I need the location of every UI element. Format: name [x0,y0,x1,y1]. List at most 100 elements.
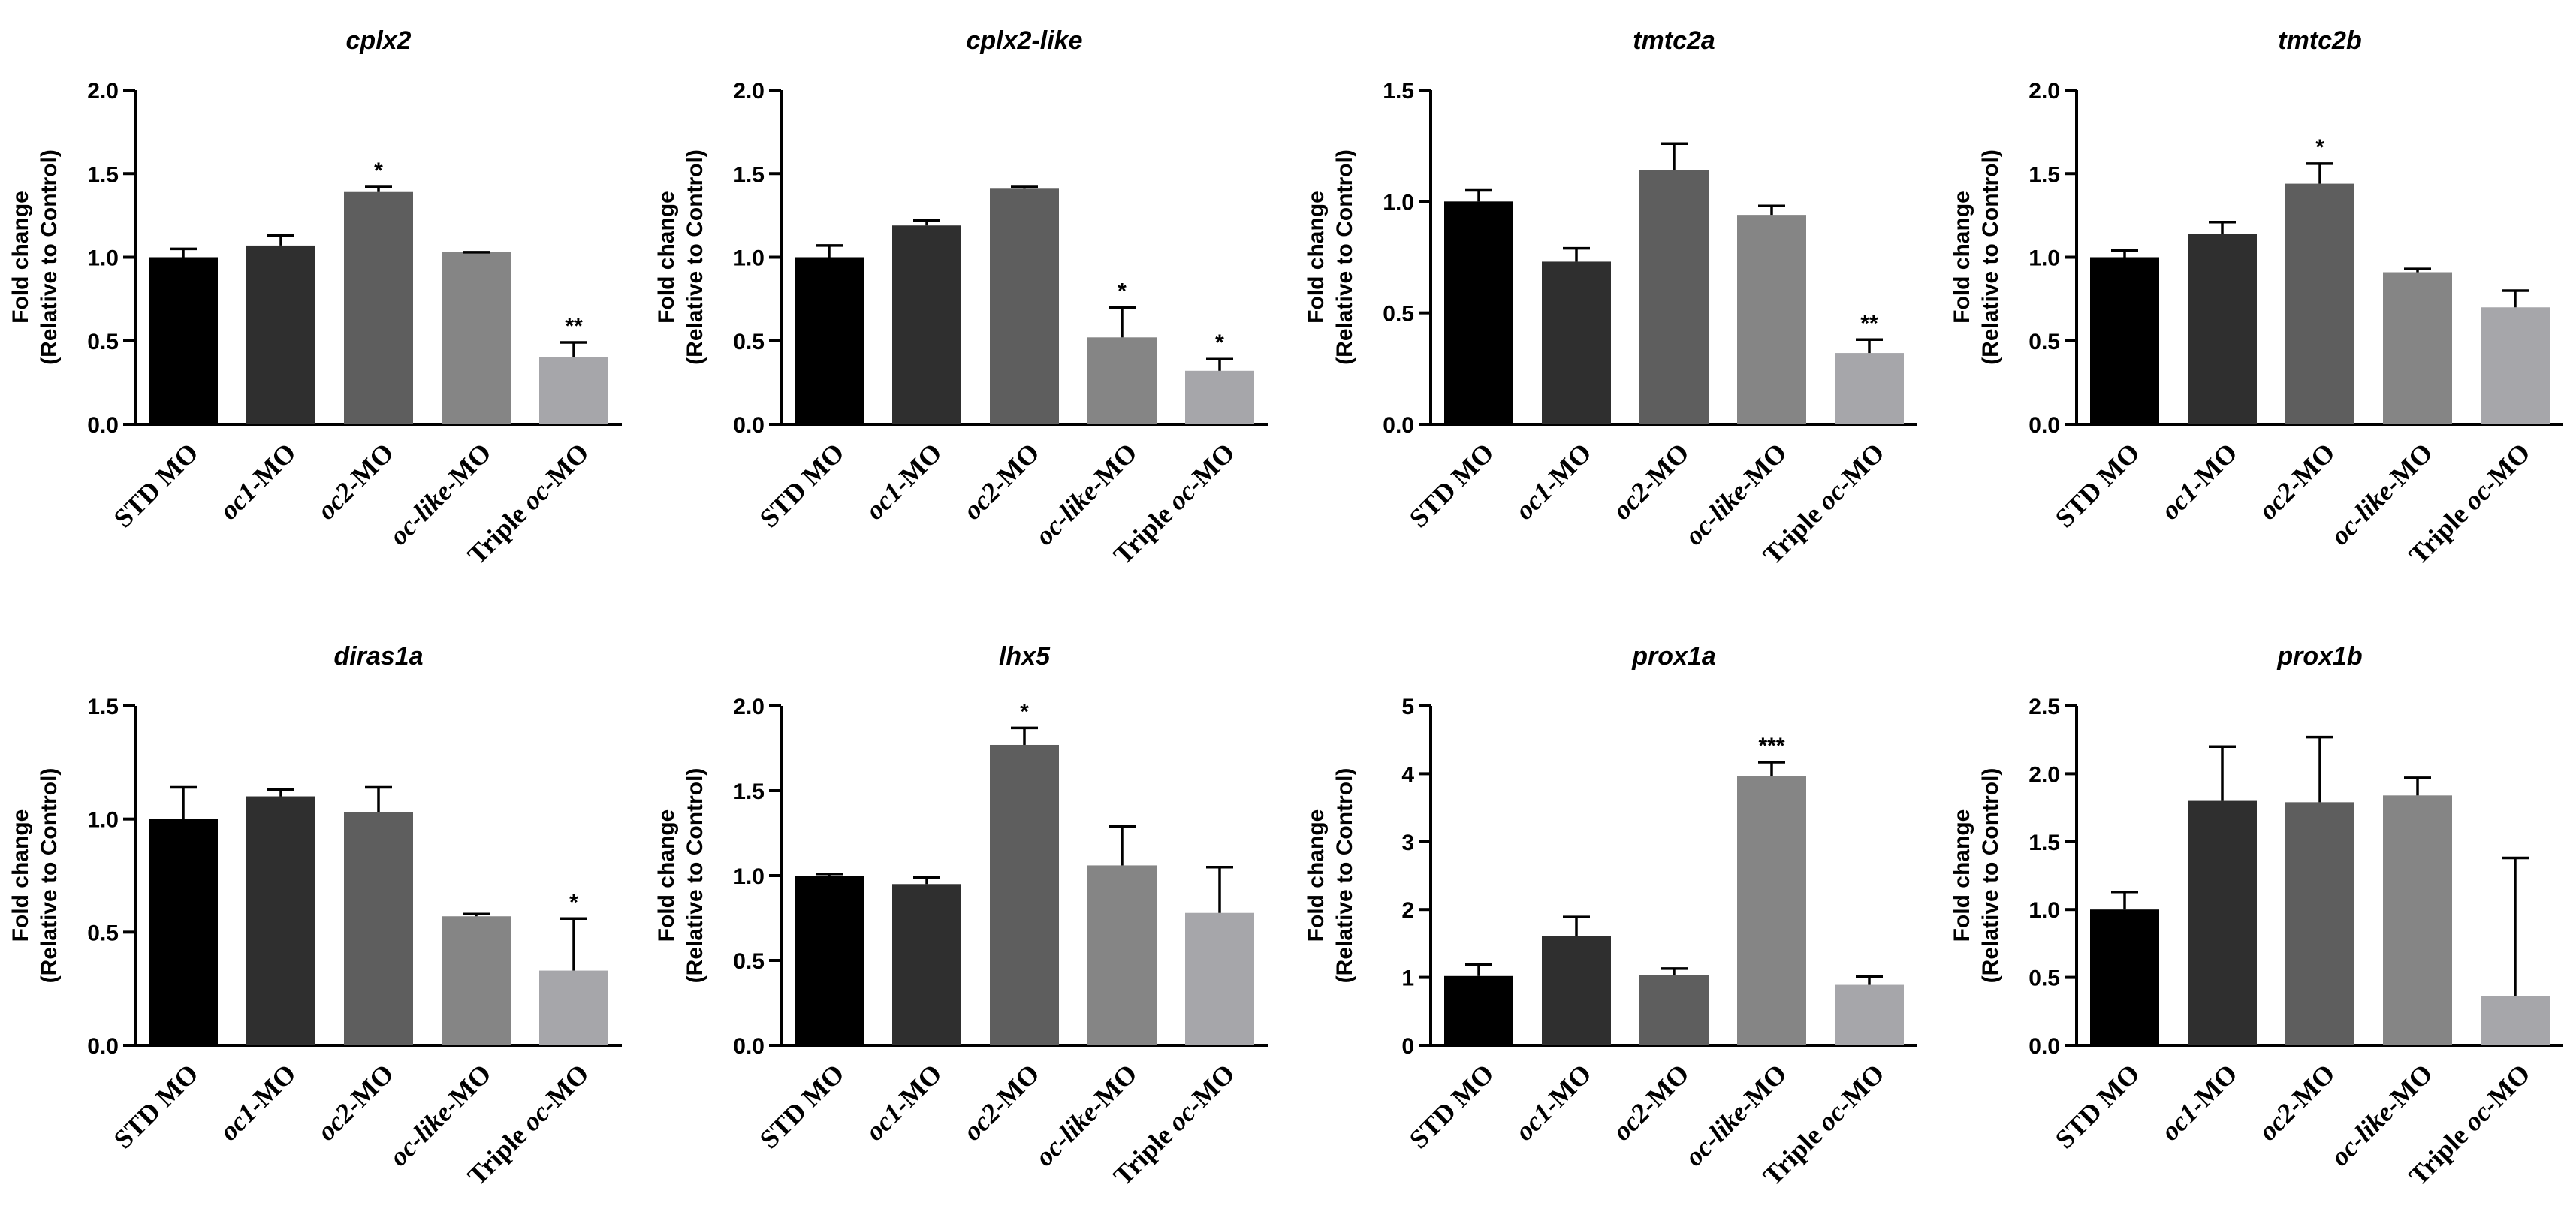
y-axis-label: Fold change (Relative to Control) [8,149,62,365]
y-tick-label: 0.5 [87,330,119,354]
x-tick-label-part: STD MO [754,437,850,533]
x-tick-label-part: Triple [462,1116,538,1192]
bar-oc1-mo [1542,261,1611,424]
y-tick-label: 0.5 [1383,302,1414,327]
x-tick-label-part: Triple [462,495,538,571]
y-tick-label: 0.5 [2029,330,2060,354]
y-tick-label: 1.0 [733,246,765,271]
bar-oc-like-mo [2383,795,2452,1045]
y-axis-label-line1: Fold change [654,191,679,324]
x-tick-label-part: STD MO [1404,1058,1500,1154]
x-tick-label: STD MO [754,437,850,533]
y-axis-label-line2: (Relative to Control) [1978,768,2003,984]
bar-oc1-mo [892,225,961,424]
chart-title: diras1a [333,642,423,671]
bar-oc1-mo [246,245,315,424]
chart-panel-tmtc2a: tmtc2a Fold change (Relative to Control) 0.… [1304,26,1917,570]
x-tick-label: oc1-MO [1509,437,1597,525]
y-tick-label: 2.0 [87,79,119,104]
significance-mark: ** [565,314,583,339]
x-tick-label-part: STD MO [2050,1058,2146,1154]
y-tick-label: 0.0 [1383,413,1414,438]
y-tick-label: 0.5 [733,330,765,354]
bar-triple-oc-mo [1185,370,1254,424]
bar-oc-like-mo [1737,776,1806,1045]
y-tick-label: 1.5 [2029,831,2060,855]
bar-oc-like-mo [1737,215,1806,424]
y-tick-label: 1.0 [1383,190,1414,215]
y-tick-label: 2.0 [2029,79,2060,104]
y-axis-label-line2: (Relative to Control) [1332,149,1357,365]
x-tick-label: oc1-MO [213,1058,301,1146]
bar-oc-like-mo [1087,337,1157,424]
x-tick-label: oc1-MO [859,1058,947,1146]
chart-panel-prox1b: prox1b Fold change (Relative to Control) 0.… [1950,642,2563,1191]
bar-oc1-mo [2188,234,2257,424]
bar-oc-like-mo [442,252,511,424]
bar-triple-oc-mo [539,357,608,424]
y-axis-label: Fold change (Relative to Control) [654,149,707,365]
x-tick-label: oc2-MO [1606,437,1694,525]
bar-std-mo [1444,201,1513,424]
y-tick-label: 3 [1401,831,1414,855]
y-axis-label: Fold change (Relative to Control) [1950,768,2003,984]
y-tick-label: 0.0 [87,413,119,438]
x-tick-label-part: STD MO [1404,437,1500,533]
significance-mark: * [1118,279,1127,303]
chart-title: prox1a [1631,642,1716,671]
y-tick-label: 1.5 [87,695,119,719]
y-axis-label-line1: Fold change [8,809,33,942]
bar-oc-like-mo [2383,272,2452,424]
bar-std-mo [795,257,864,424]
y-axis-label-line2: (Relative to Control) [683,149,707,365]
bar-triple-oc-mo [1835,984,1904,1045]
y-tick-label: 1.0 [87,808,119,833]
bar-std-mo [795,876,864,1045]
x-tick-label-part: Triple [1757,495,1833,571]
significance-mark: * [1215,330,1224,355]
significance-mark: * [2315,135,2324,160]
bar-oc2-mo [990,188,1059,424]
x-tick-label-part: Triple [2403,1116,2479,1192]
y-tick-label: 2 [1401,898,1414,923]
x-tick-label-part: Triple [1108,495,1184,571]
bar-std-mo [1444,975,1513,1045]
x-tick-label-part: STD MO [108,1058,204,1154]
x-tick-label: oc2-MO [957,437,1045,525]
bar-oc1-mo [246,796,315,1045]
x-tick-label-part: Triple [2403,495,2479,571]
x-tick-label-part: STD MO [2050,437,2146,533]
y-tick-label: 2.0 [733,79,765,104]
x-tick-label: oc2-MO [311,437,399,525]
chart-panel-cplx2-like: cplx2-like Fold change (Relative to Contro… [654,26,1268,570]
y-tick-label: 1.0 [87,246,119,271]
bar-std-mo [149,819,218,1045]
y-tick-label: 1.5 [733,779,765,804]
y-tick-label: 2.0 [2029,762,2060,787]
y-axis-label-line1: Fold change [1304,191,1329,324]
y-axis-label: Fold change (Relative to Control) [1950,149,2003,365]
x-tick-label: oc2-MO [2252,1058,2340,1146]
y-tick-label: 0.5 [2029,966,2060,991]
y-axis-label-line2: (Relative to Control) [37,149,62,365]
bar-oc1-mo [2188,800,2257,1045]
bar-triple-oc-mo [1185,912,1254,1045]
bar-oc2-mo [2285,183,2354,424]
x-tick-label: oc2-MO [1606,1058,1694,1146]
significance-mark: *** [1758,734,1784,758]
bar-std-mo [2090,257,2159,424]
x-tick-label: oc2-MO [957,1058,1045,1146]
bar-oc1-mo [892,884,961,1045]
y-tick-label: 0.5 [733,949,765,974]
y-axis-label-line1: Fold change [1304,809,1329,942]
y-tick-label: 0.0 [2029,1034,2060,1059]
bar-oc2-mo [344,191,413,424]
x-tick-label: oc1-MO [2155,437,2243,525]
chart-panel-prox1a: prox1a Fold change (Relative to Control) 0 1… [1304,642,1917,1191]
y-axis-label-line1: Fold change [1950,809,1974,942]
chart-panel-tmtc2b: tmtc2b Fold change (Relative to Control) 0.… [1950,26,2563,570]
x-tick-label: oc1-MO [2155,1058,2243,1146]
y-tick-label: 5 [1401,695,1414,719]
y-axis-label-line2: (Relative to Control) [683,768,707,984]
